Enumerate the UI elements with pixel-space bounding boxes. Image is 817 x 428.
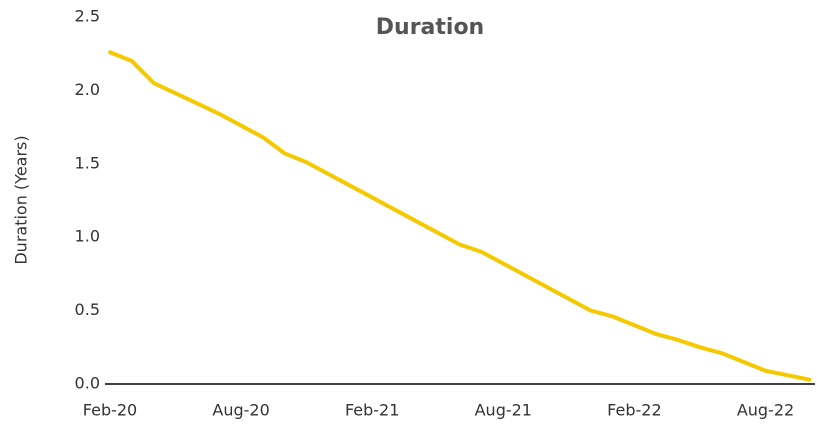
y-tick-label: 0.5 <box>75 300 100 319</box>
x-tick-label: Feb-21 <box>345 401 399 420</box>
y-tick-label: 0.0 <box>75 374 100 393</box>
chart-title: Duration <box>376 15 484 40</box>
x-tick-label: Aug-20 <box>212 401 269 420</box>
x-tick-label: Aug-22 <box>737 401 794 420</box>
x-tick-label: Aug-21 <box>475 401 532 420</box>
x-tick-label: Feb-22 <box>607 401 661 420</box>
y-tick-label: 1.5 <box>75 153 100 172</box>
y-tick-label: 1.0 <box>75 227 100 246</box>
x-tick-label: Feb-20 <box>83 401 137 420</box>
data-line <box>108 50 812 382</box>
y-tick-label: 2.0 <box>75 80 100 99</box>
y-axis-label: Duration (Years) <box>12 135 31 264</box>
y-tick-label: 2.5 <box>75 7 100 26</box>
